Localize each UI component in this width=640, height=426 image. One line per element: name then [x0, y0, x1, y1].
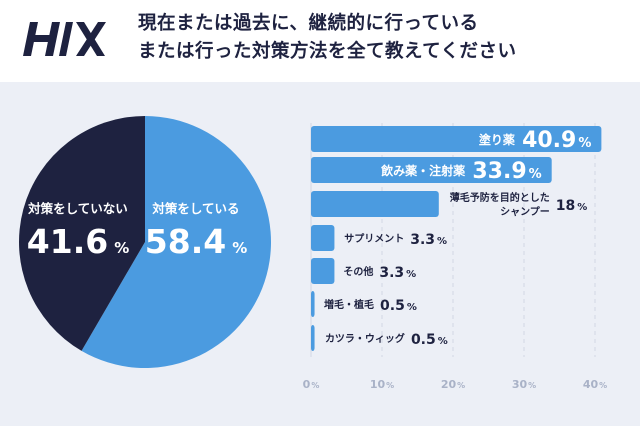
brand-logo-icon	[23, 22, 106, 56]
x-tick-label-30: 30%	[512, 378, 536, 391]
bar-category-label-4: サプリメント	[344, 232, 404, 245]
header: 現在または過去に、継続的に行っている または行った対策方法を全て教えてください	[0, 0, 640, 82]
pie-slice-value-2: 41.6%	[27, 222, 129, 261]
x-tick-label-10: 10%	[370, 378, 394, 391]
bar-value-label-1: 40.9%	[522, 128, 591, 153]
bar-category-label-2: 飲み薬・注射薬	[380, 163, 465, 178]
bar-3	[311, 191, 439, 217]
bar-category-label-5: その他	[343, 265, 373, 278]
bar-category-label-7: カツラ・ウィッグ	[325, 332, 405, 345]
pie-slice-label-2: 対策をしていない	[27, 201, 128, 216]
pie-slice-label-1: 対策をしている	[151, 201, 239, 216]
title-line-1: 現在または過去に、継続的に行っている	[138, 13, 479, 34]
bar-value-label-5: 3.3%	[379, 265, 416, 281]
bar-7	[311, 325, 315, 351]
bar-category-label-3-line-1: 薄毛予防を目的とした	[450, 191, 550, 204]
x-tick-label-20: 20%	[441, 378, 465, 391]
bar-6	[311, 291, 315, 317]
bar-4	[311, 225, 335, 251]
bar-value-label-6: 0.5%	[380, 298, 417, 314]
bar-category-label-6: 増毛・植毛	[324, 298, 374, 311]
bar-value-label-3: 18%	[556, 198, 588, 214]
pie-slice-value-1: 58.4%	[145, 222, 247, 261]
title-line-2: または行った対策方法を全て教えてください	[138, 41, 517, 62]
bar-value-label-2: 33.9%	[472, 159, 541, 184]
x-tick-label-40: 40%	[583, 378, 607, 391]
bar-value-label-4: 3.3%	[410, 232, 447, 248]
page-title: 現在または過去に、継続的に行っている または行った対策方法を全て教えてください	[138, 10, 628, 66]
bar-5	[311, 258, 335, 284]
x-tick-label-0: 0%	[303, 378, 320, 391]
pie-slice-1	[81, 116, 272, 368]
bar-category-label-1: 塗り薬	[479, 132, 515, 147]
bar-2	[311, 157, 552, 183]
bar-value-label-7: 0.5%	[411, 332, 448, 348]
bar-1	[311, 126, 602, 152]
bar-category-label-3-line-2: シャンプー	[500, 205, 550, 218]
pie-slice-2	[19, 116, 145, 351]
